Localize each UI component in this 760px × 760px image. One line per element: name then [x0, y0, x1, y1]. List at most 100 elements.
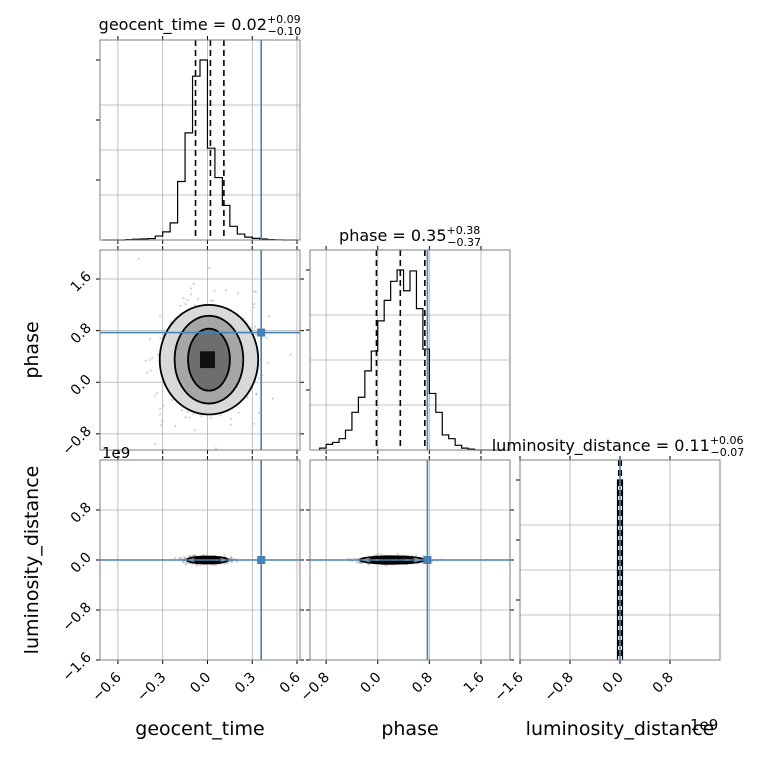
x-tick-label: 0.0: [358, 670, 385, 697]
sample-point: [353, 557, 356, 560]
x-tick-label: 0.8: [650, 670, 677, 697]
sample-point: [182, 556, 185, 559]
sample-point: [255, 333, 258, 336]
sample-point: [192, 282, 195, 285]
sample-point: [157, 354, 160, 357]
sample-point: [257, 377, 260, 380]
panel-geocent-time-histogram: [96, 36, 301, 244]
sample-point: [144, 359, 147, 362]
sample-point: [184, 557, 187, 560]
sample-point: [146, 371, 149, 374]
sample-point: [246, 395, 249, 399]
sample-point: [214, 447, 217, 450]
sample-point: [213, 289, 216, 292]
sample-point: [237, 411, 240, 414]
y-tick-label: −0.8: [59, 600, 94, 635]
panel-phase-vs-geocent-time: [96, 242, 304, 454]
density-peak: [200, 351, 215, 369]
y-tick-label: −0.8: [59, 423, 94, 458]
sample-point: [137, 257, 140, 260]
sample-point: [151, 356, 154, 359]
panel-frame: [309, 249, 511, 451]
sample-point: [202, 553, 205, 557]
sample-point: [250, 326, 253, 329]
panel-luminosity-distance-vs-phase: [306, 456, 514, 664]
sample-point: [421, 562, 424, 565]
sample-point: [184, 563, 187, 566]
sample-point: [192, 413, 195, 416]
density-layer: [97, 242, 292, 450]
sample-point: [229, 557, 232, 560]
sample-point: [196, 298, 199, 301]
sample-point: [380, 553, 383, 556]
panel-frame: [99, 459, 301, 661]
sample-point: [385, 564, 388, 567]
sample-point: [159, 407, 162, 411]
sample-point: [192, 554, 195, 557]
panel-phase-histogram: [306, 246, 511, 454]
sample-point: [155, 392, 158, 395]
x-tick-label: 0.8: [409, 670, 436, 697]
offset-label-y-luminosity-distance: 1e9: [102, 444, 130, 462]
sample-point: [355, 561, 358, 564]
sample-point: [159, 337, 162, 340]
ylabel-luminosity-distance: luminosity_distance: [21, 466, 43, 655]
truth-marker: [423, 556, 432, 564]
sample-point: [149, 369, 152, 372]
sample-point: [179, 304, 182, 307]
xlabel-luminosity-distance: luminosity_distance: [526, 718, 715, 740]
sample-point: [252, 306, 255, 309]
y-tick-label: −1.6: [59, 649, 94, 684]
sample-point: [230, 556, 233, 559]
sample-point: [358, 561, 361, 564]
panel-frame: [99, 39, 301, 241]
x-tick-label: 1.6: [461, 669, 488, 696]
sample-point: [367, 563, 371, 566]
sample-point: [223, 562, 226, 565]
x-tick-label: 0.0: [600, 670, 627, 697]
sample-point: [255, 392, 258, 395]
sample-point: [188, 554, 191, 558]
sample-point: [184, 302, 187, 306]
sample-point: [213, 563, 216, 567]
y-tick-label: 0.0: [68, 550, 95, 577]
xlabel-geocent-time: geocent_time: [135, 718, 264, 740]
sample-point: [211, 299, 214, 302]
truth-marker: [257, 328, 266, 337]
tick-labels: −0.6 −0.3 0.0 0.3 0.6−0.8 0.0 0.8 1.6 −1.6 −0.8 0.…: [59, 268, 676, 704]
sample-point: [210, 299, 213, 302]
sample-point: [226, 562, 229, 565]
sample-point: [224, 289, 227, 292]
sample-point: [236, 292, 239, 295]
sample-point: [171, 398, 174, 401]
y-tick-label: 0.0: [68, 372, 95, 399]
panel-luminosity-distance-histogram: [516, 456, 721, 664]
sample-point: [210, 416, 213, 419]
sample-point: [186, 410, 189, 413]
sample-point: [271, 397, 274, 400]
sample-point: [266, 361, 269, 365]
contour-line: [173, 314, 245, 405]
sample-point: [202, 242, 204, 244]
x-tick-label: −0.3: [134, 670, 169, 705]
y-tick-label: 1.6: [68, 268, 95, 295]
sample-point: [180, 409, 183, 412]
x-tick-label: −0.8: [298, 670, 333, 705]
sample-point: [97, 288, 99, 290]
histogram-geocent-time: [102, 59, 298, 241]
sample-point: [181, 560, 184, 563]
sample-point: [229, 560, 232, 563]
x-tick-label: −0.6: [89, 669, 124, 704]
sample-point: [265, 336, 268, 339]
sample-point: [159, 423, 162, 427]
x-tick-label: −0.8: [541, 670, 576, 705]
sample-point: [200, 415, 203, 418]
sample-point: [359, 562, 362, 565]
panel-frame: [309, 459, 511, 661]
sample-point: [208, 266, 211, 270]
sample-point: [357, 560, 360, 564]
sample-point: [376, 553, 379, 556]
sample-point: [184, 416, 187, 419]
sample-point: [159, 315, 162, 318]
sample-point: [253, 422, 256, 425]
